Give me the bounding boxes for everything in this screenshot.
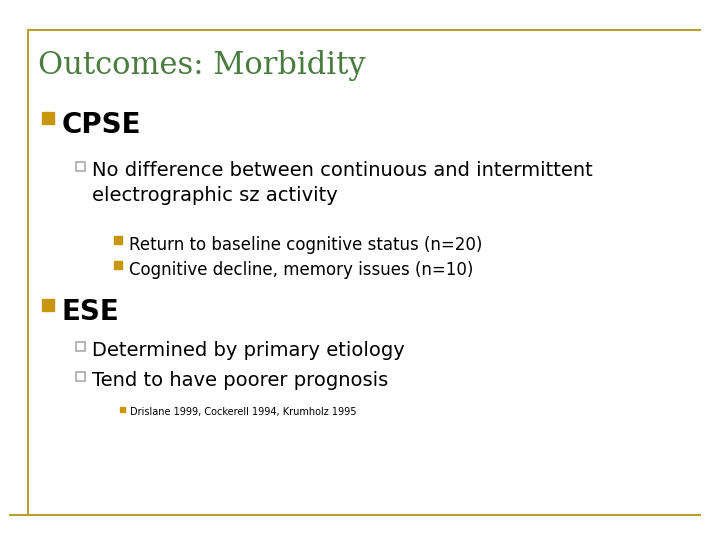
Text: Drislane 1999, Cockerell 1994, Krumholz 1995: Drislane 1999, Cockerell 1994, Krumholz … (130, 407, 356, 417)
Bar (42, 299, 54, 311)
Text: No difference between continuous and intermittent
electrographic sz activity: No difference between continuous and int… (92, 161, 593, 205)
Bar (76, 161, 84, 171)
Text: Return to baseline cognitive status (n=20): Return to baseline cognitive status (n=2… (129, 236, 482, 254)
Text: ESE: ESE (62, 298, 120, 326)
Text: Determined by primary etiology: Determined by primary etiology (92, 341, 405, 360)
Bar (76, 341, 84, 350)
Text: Tend to have poorer prognosis: Tend to have poorer prognosis (92, 371, 388, 390)
Text: Cognitive decline, memory issues (n=10): Cognitive decline, memory issues (n=10) (129, 261, 473, 279)
Bar (76, 372, 84, 381)
Bar (114, 236, 122, 244)
Bar (114, 261, 122, 269)
Text: Outcomes: Morbidity: Outcomes: Morbidity (38, 50, 366, 81)
Bar (42, 112, 54, 124)
Text: CPSE: CPSE (62, 111, 142, 139)
Bar (120, 407, 125, 411)
